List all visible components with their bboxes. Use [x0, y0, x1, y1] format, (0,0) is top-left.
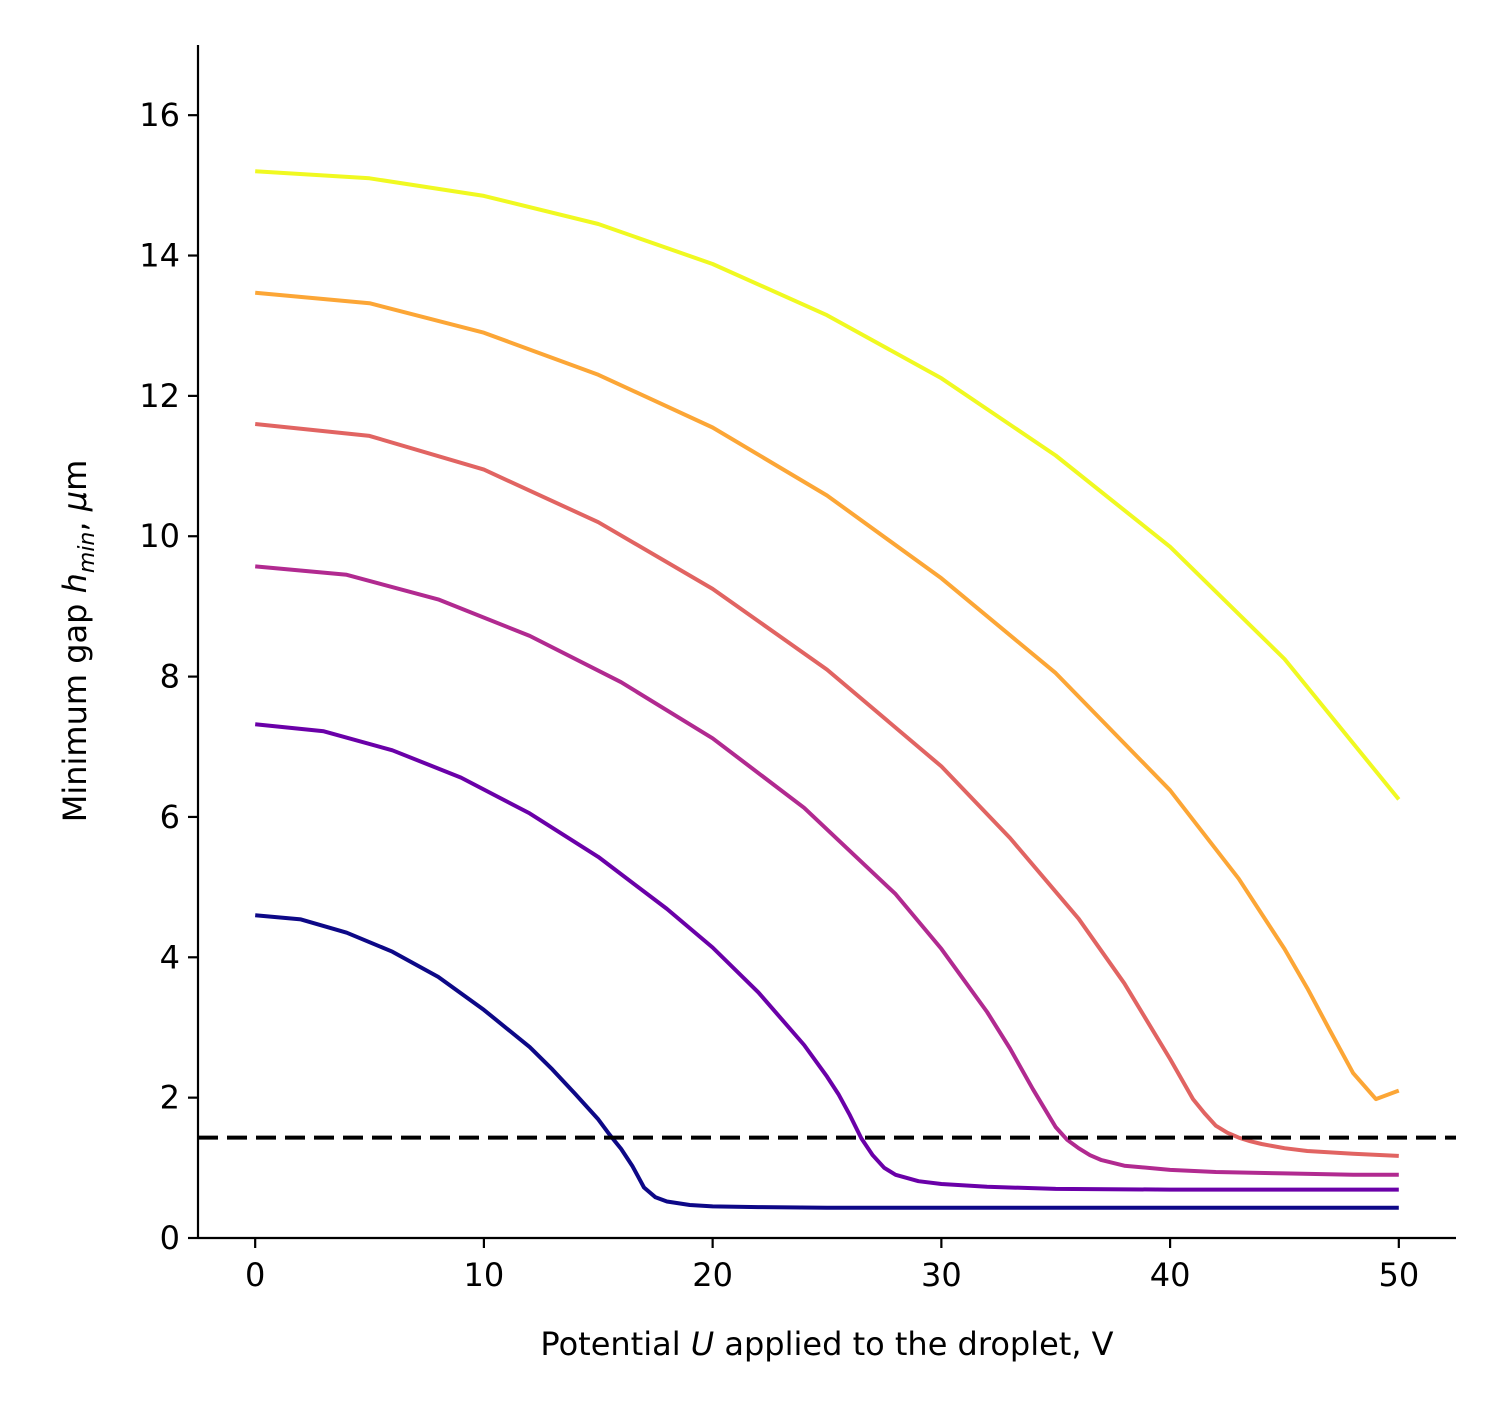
y-tick-label: 6: [160, 798, 180, 836]
y-tick-label: 16: [139, 96, 180, 134]
series-line-2: [254, 722, 1399, 1192]
y-tick-label: 14: [139, 237, 180, 275]
series-line-6: [255, 169, 1401, 801]
series-layer: [254, 169, 1401, 1210]
axes: [196, 45, 1456, 1240]
series-line-1: [255, 913, 1399, 1210]
series-line-3: [255, 564, 1399, 1177]
x-tick-label: 20: [692, 1256, 733, 1294]
y-tick-label: 10: [139, 517, 180, 555]
x-tick-label: 10: [464, 1256, 505, 1294]
x-tick-label: 40: [1150, 1256, 1191, 1294]
y-tick-label: 4: [160, 938, 180, 976]
y-tick-label: 0: [160, 1219, 180, 1257]
y-tick-label: 8: [160, 658, 180, 696]
y-tick-label: 2: [160, 1079, 180, 1117]
x-tick-label: 0: [245, 1256, 265, 1294]
ticks: 0 10 20 30 40 50 0 2 4 6 8 10 12 14 16: [139, 96, 1419, 1294]
series-line-4: [254, 422, 1399, 1158]
y-axis-label: Minimum gap hmin, μm: [56, 460, 100, 823]
x-tick-label: 30: [921, 1256, 962, 1294]
x-tick-label: 50: [1378, 1256, 1419, 1294]
y-tick-label: 12: [139, 377, 180, 415]
series-line-5: [255, 290, 1400, 1102]
x-axis-label: Potential U applied to the droplet, V: [540, 1325, 1113, 1363]
